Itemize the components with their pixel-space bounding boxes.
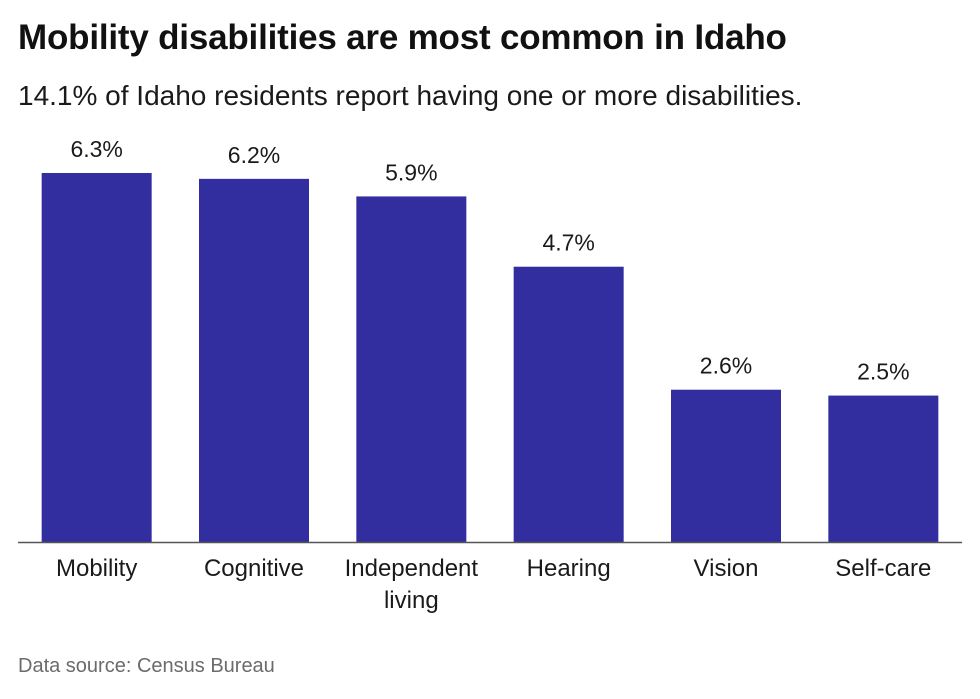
bar-5	[828, 395, 939, 542]
bar-1	[199, 178, 309, 542]
bar-chart: 6.3% Mobility 6.2% Cognitive 5.9% Independent…	[18, 136, 962, 614]
chart-subtitle: 14.1% of Idaho residents report having o…	[18, 80, 803, 111]
x-tick-label-3: Hearing	[527, 555, 611, 582]
bar-4	[671, 389, 781, 542]
data-label-5: 2.5%	[857, 359, 909, 385]
x-tick-label-1: Cognitive	[204, 555, 304, 582]
bar-2	[356, 196, 467, 542]
x-tick-label-0: Mobility	[56, 555, 137, 582]
data-label-3: 4.7%	[542, 230, 594, 256]
bar-3	[513, 266, 624, 542]
x-tick-label-4: Vision	[694, 555, 759, 582]
chart-title: Mobility disabilities are most common in…	[18, 18, 787, 57]
data-label-2: 5.9%	[385, 159, 437, 185]
x-tick-label-5: Self-care	[835, 555, 931, 582]
data-source: Data source: Census Bureau	[18, 655, 275, 677]
data-label-1: 6.2%	[228, 142, 280, 168]
x-tick-label-2: Independent living	[345, 555, 479, 614]
data-label-0: 6.3%	[70, 136, 122, 162]
data-label-4: 2.6%	[700, 353, 752, 379]
bar-0	[41, 173, 152, 542]
